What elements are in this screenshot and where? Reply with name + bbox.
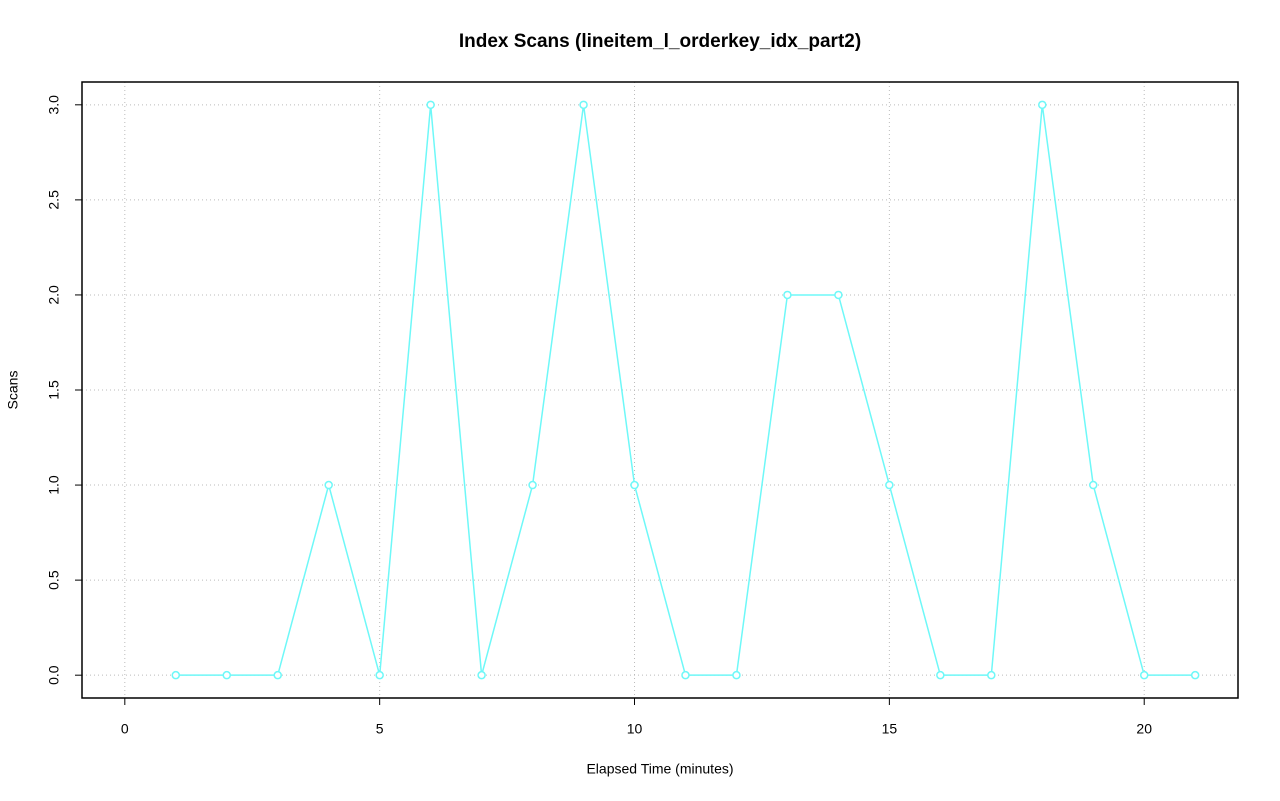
y-tick-label: 2.5 [46,190,62,210]
x-axis-label: Elapsed Time (minutes) [586,761,733,777]
y-tick-label: 0.5 [46,570,62,590]
data-point [426,100,435,110]
x-tick-label: 10 [627,721,643,737]
data-point [834,290,843,300]
y-tick-label: 2.0 [46,285,62,305]
data-point [222,670,232,680]
data-point [273,670,282,680]
x-tick-label: 20 [1136,721,1152,737]
y-tick-label: 1.0 [46,475,62,495]
y-tick-label: 1.5 [46,380,62,400]
y-tick-label: 3.0 [46,95,62,115]
x-tick-label: 15 [882,721,898,737]
data-point [1038,100,1047,110]
plot-frame [81,81,1239,699]
data-point [885,480,894,490]
y-tick-label: 0.0 [46,665,62,685]
data-point [1139,670,1149,680]
data-point [375,670,384,680]
x-tick-label: 5 [376,721,384,737]
grid [82,82,1238,698]
data-point [936,670,945,680]
data-point [579,100,588,110]
x-tick-label: 0 [121,721,129,737]
data-point [630,480,639,490]
y-axis-label: Scans [5,371,21,410]
plot-marks [171,100,1200,680]
data-point [732,670,741,680]
data-point [477,670,486,680]
data-point [324,480,333,490]
data-point [681,670,690,680]
data-point [1088,480,1098,490]
data-point [1190,670,1200,680]
data-point [783,290,792,300]
chart-title: Index Scans (lineitem_l_orderkey_idx_par… [459,31,861,52]
data-point [171,670,181,680]
data-point [528,480,537,490]
data-point [987,670,996,680]
